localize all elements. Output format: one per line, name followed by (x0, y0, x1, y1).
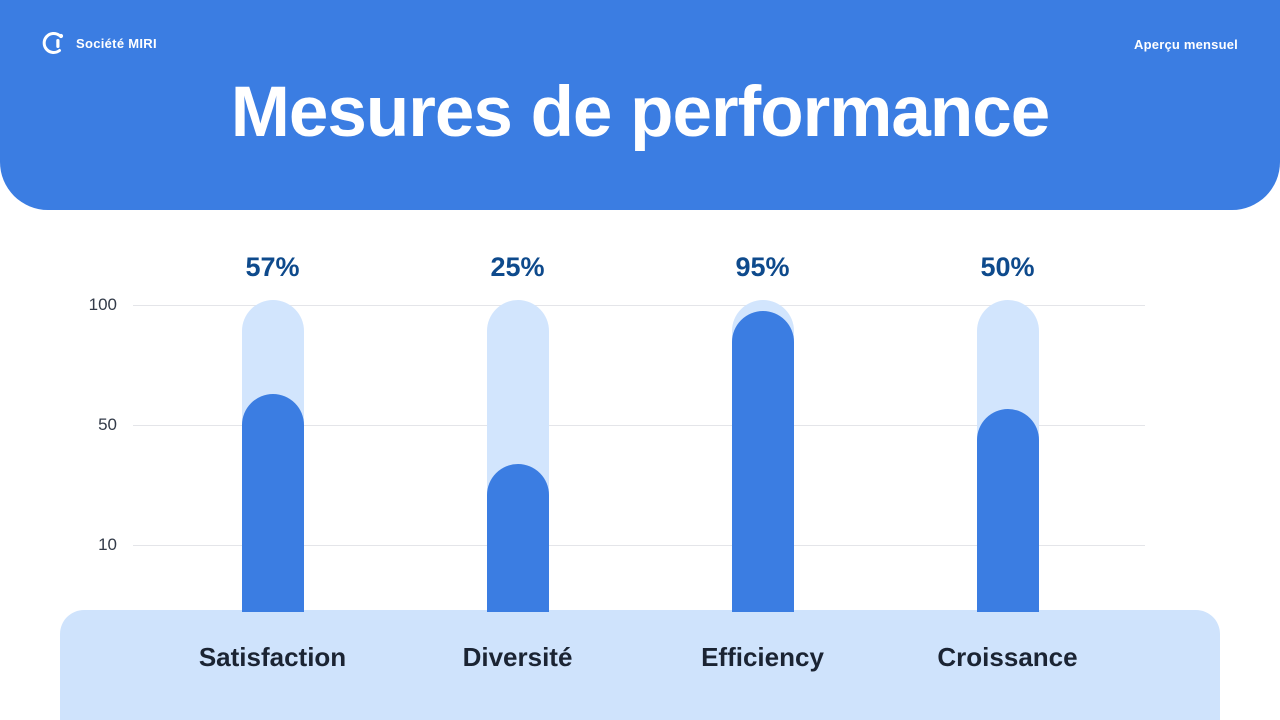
brand: Société MIRI (40, 30, 157, 56)
bar-value-label: 25% (490, 252, 545, 282)
category-label: Croissance (937, 642, 1078, 672)
gridline (133, 304, 1145, 306)
bar-fill (486, 463, 549, 612)
header-banner: Société MIRI Aperçu mensuel Mesures de p… (0, 0, 1280, 210)
category-label: Satisfaction (198, 642, 347, 672)
bar-group-efficiency: 95% (640, 252, 885, 612)
bar-track (486, 300, 549, 612)
category-label: Efficiency (701, 642, 824, 672)
gridline-row: 50 (85, 415, 1145, 435)
category-band (60, 610, 1220, 720)
bar-chart: 57% 25% 95% 50% (150, 252, 1130, 612)
gridline-row: 100 (85, 295, 1145, 315)
company-logo-icon (40, 30, 66, 56)
company-name: Société MIRI (76, 35, 157, 51)
bar-value-label: 50% (980, 252, 1035, 282)
y-axis-tick-label: 50 (98, 415, 117, 434)
bar-value-label: 57% (245, 252, 300, 282)
category-label: Diversité (462, 642, 573, 672)
header-subtitle: Aperçu mensuel (1134, 37, 1238, 52)
bar-value-label: 95% (735, 252, 790, 282)
page-title: Mesures de performance (230, 73, 1051, 152)
bar-track (976, 300, 1039, 612)
category-labels: Satisfaction Diversité Efficiency Croissanc… (150, 642, 1130, 673)
y-axis-tick-label: 100 (88, 295, 117, 314)
bar-track (241, 300, 304, 612)
bar-fill (731, 310, 794, 612)
gridline (133, 424, 1145, 426)
bar-group-satisfaction: 57% (150, 252, 395, 612)
y-axis-tick-label: 10 (98, 535, 117, 554)
bar-group-diversité: 25% (395, 252, 640, 612)
bar-fill (241, 393, 304, 612)
gridline (133, 544, 1145, 546)
gridline-row: 10 (85, 535, 1145, 555)
bar-fill (976, 409, 1039, 612)
bar-track (731, 300, 794, 612)
bar-group-croissance: 50% (885, 252, 1130, 612)
